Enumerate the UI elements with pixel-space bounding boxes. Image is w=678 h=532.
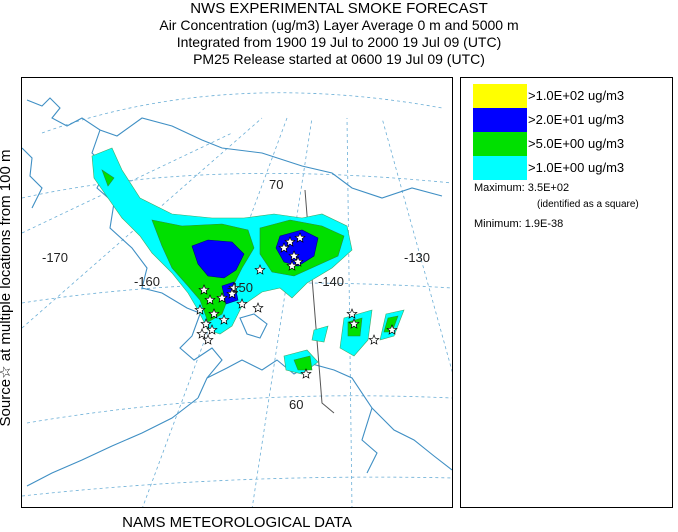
data-source-footer: NAMS METEOROLOGICAL DATA (122, 514, 352, 531)
star-icon (228, 282, 240, 293)
lon-line-130 (381, 117, 452, 373)
lon-label-130: -130 (404, 250, 430, 265)
concentration-subtitle: Air Concentration (ug/m3) Layer Average … (159, 17, 519, 33)
lat-line-70 (22, 172, 452, 199)
release-start: PM25 Release started at 0600 19 Jul 09 (… (193, 51, 485, 67)
plume-mid-south (293, 355, 313, 371)
star-icon (236, 298, 248, 309)
legend-item: >1.0E+02 ug/m3 (473, 84, 673, 108)
star-icon (252, 302, 264, 313)
legend-swatch (473, 156, 527, 180)
plume-south-2 (311, 325, 329, 343)
star-icon (226, 288, 238, 299)
lat-line-65 (22, 282, 452, 304)
star-icon (202, 334, 214, 345)
star-icon (368, 334, 380, 345)
plume-mid-north (101, 169, 115, 187)
star-icon (284, 236, 296, 247)
star-icon (196, 328, 208, 339)
aleutian-chain (26, 397, 199, 487)
lon-label-140: -140 (318, 274, 344, 289)
legend-item: >5.0E+00 ug/m3 (473, 132, 673, 156)
star-icon (288, 250, 300, 261)
star-icon (278, 242, 290, 253)
forecast-title: NWS EXPERIMENTAL SMOKE FORECAST (190, 0, 488, 17)
lat-label-70: 70 (269, 177, 283, 192)
star-icon (346, 308, 358, 319)
star-icon (216, 292, 228, 303)
graticule (22, 92, 452, 507)
integration-period: Integrated from 1900 19 Jul to 2000 19 J… (176, 34, 502, 50)
arctic-coast (26, 97, 443, 199)
star-icon (292, 256, 304, 267)
lat-line-55 (22, 476, 452, 497)
smoke-map: -170 -160 -150 -140 -130 70 60 (22, 92, 452, 507)
legend-item: >2.0E+01 ug/m3 (473, 108, 673, 132)
lon-line-160 (22, 117, 263, 329)
star-icon (218, 314, 230, 325)
legend-swatch (473, 132, 527, 156)
plume-high-west (191, 239, 245, 279)
smoke-layer-3 (191, 229, 319, 305)
star-icon (294, 232, 306, 243)
star-icon (286, 260, 298, 271)
bristol-coast (179, 313, 223, 399)
siberia-coast (22, 147, 43, 209)
star-icon (208, 308, 220, 319)
lon-label-150: -150 (227, 280, 253, 295)
star-icon (348, 318, 360, 329)
star-icon (254, 264, 266, 275)
star-icon (386, 324, 398, 335)
minimum-value: Minimum: 1.9E-38 (474, 218, 564, 230)
smoke-layer-1 (91, 147, 405, 375)
lon-label-160: -160 (134, 274, 160, 289)
source-label: Source☆ at multiple locations from 100 m (0, 150, 14, 427)
map-panel: -170 -160 -150 -140 -130 70 60 (21, 77, 453, 508)
graticule-labels: -170 -160 -150 -140 -130 70 60 (42, 177, 430, 412)
lon-line-135 (346, 117, 353, 507)
maximum-note: (identified as a square) (537, 199, 639, 210)
legend-swatch (473, 108, 527, 132)
legend-label: >1.0E+00 ug/m3 (528, 160, 625, 175)
star-icon (194, 304, 206, 315)
gulf-coast (206, 359, 452, 471)
plume-high-east (275, 229, 319, 267)
legend-panel: >1.0E+02 ug/m3 >2.0E+01 ug/m3 >5.0E+00 u… (460, 77, 673, 508)
cook-inlet (239, 313, 268, 339)
star-icon (300, 368, 312, 379)
source-markers (194, 232, 398, 379)
legend-label: >2.0E+01 ug/m3 (528, 112, 625, 127)
lon-label-170: -170 (42, 250, 68, 265)
star-icon (198, 284, 210, 295)
legend-label: >5.0E+00 ug/m3 (528, 136, 625, 151)
star-icon (206, 324, 218, 335)
star-icon (204, 294, 216, 305)
maximum-value: Maximum: 3.5E+02 (474, 182, 570, 194)
legend-swatch (473, 84, 527, 108)
lat-line-60 (26, 395, 452, 424)
lat-label-60: 60 (289, 397, 303, 412)
star-icon (200, 318, 212, 329)
lat-line-75 (41, 92, 443, 134)
panhandle-coast (361, 407, 378, 474)
legend-label: >1.0E+02 ug/m3 (528, 88, 625, 103)
legend-item: >1.0E+00 ug/m3 (473, 156, 673, 180)
